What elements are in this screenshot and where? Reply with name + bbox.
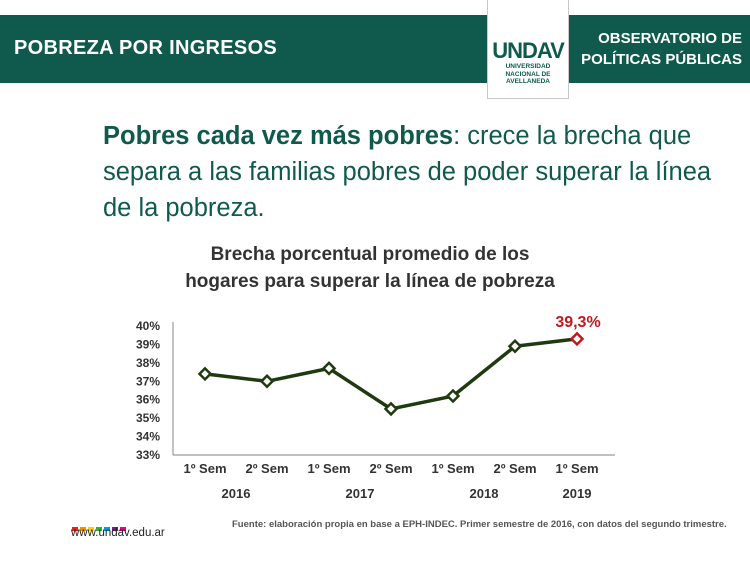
- x-tick-label: 2º Sem: [369, 461, 412, 476]
- section-title: POBREZA POR INGRESOS: [14, 37, 278, 59]
- x-tick-label: 1º Sem: [431, 461, 474, 476]
- observatory-line2: POLÍTICAS PÚBLICAS: [581, 51, 742, 68]
- logo-subtitle: UNIVERSIDAD NACIONAL DE AVELLANEDA: [488, 63, 568, 86]
- x-tick-label: 2º Sem: [245, 461, 288, 476]
- year-label: 2017: [346, 486, 375, 501]
- brand-dot: [72, 527, 78, 531]
- data-point: [383, 401, 399, 417]
- undav-logo: UNDAV UNIVERSIDAD NACIONAL DE AVELLANEDA: [487, 0, 569, 99]
- y-tick-label: 39%: [136, 337, 160, 351]
- brand-dot: [96, 527, 102, 531]
- logo-subtitle-line3: AVELLANEDA: [506, 78, 550, 85]
- x-tick-label: 1º Sem: [183, 461, 226, 476]
- y-tick-label: 36%: [136, 393, 160, 407]
- header-band: POBREZA POR INGRESOS OBSERVATORIO DE POL…: [0, 15, 750, 83]
- year-label: 2019: [563, 486, 592, 501]
- data-point: [445, 388, 461, 404]
- observatory-line1: OBSERVATORIO DE: [598, 30, 742, 47]
- data-point: [507, 339, 523, 354]
- logo-subtitle-line2: NACIONAL DE: [505, 70, 551, 78]
- chart-title-line2: hogares para superar la línea de pobreza: [185, 271, 555, 292]
- x-tick-label: 1º Sem: [307, 461, 350, 476]
- logo-wordmark: UNDAV: [492, 38, 565, 63]
- highlight-marker: [569, 331, 585, 347]
- chart-title-line1: Brecha porcentual promedio de los: [210, 244, 530, 265]
- data-point: [259, 374, 275, 389]
- highlight-value-label: 39,3%: [555, 314, 600, 331]
- y-tick-label: 33%: [136, 448, 160, 462]
- x-tick-label: 2º Sem: [493, 461, 536, 476]
- brand-color-dots: [72, 518, 128, 536]
- headline: Pobres cada vez más pobres: crece la bre…: [103, 118, 723, 226]
- brand-dot: [120, 527, 126, 531]
- source-note: Fuente: elaboración propia en base a EPH…: [232, 519, 727, 530]
- y-tick-label: 34%: [136, 430, 160, 444]
- year-label: 2018: [470, 486, 499, 501]
- y-tick-label: 40%: [136, 319, 160, 333]
- brand-dot: [112, 527, 118, 531]
- y-tick-label: 35%: [136, 411, 160, 425]
- year-label: 2016: [222, 486, 251, 501]
- data-point: [197, 366, 213, 382]
- x-tick-label: 1º Sem: [555, 461, 598, 476]
- observatory-label: OBSERVATORIO DE POLÍTICAS PÚBLICAS: [572, 28, 742, 70]
- series-line: [204, 337, 578, 411]
- brand-dot: [88, 527, 94, 531]
- data-point: [321, 361, 337, 376]
- y-tick-label: 38%: [136, 356, 160, 370]
- brand-dot: [80, 527, 86, 531]
- headline-bold: Pobres cada vez más pobres: [103, 122, 454, 150]
- headline-rest: : crece la brecha que separa a las famil…: [103, 122, 712, 222]
- y-tick-label: 37%: [136, 374, 160, 388]
- website-link[interactable]: www.undav.edu.ar: [71, 527, 165, 539]
- chart-title: Brecha porcentual promedio de los hogare…: [120, 241, 620, 295]
- logo-subtitle-line1: UNIVERSIDAD: [505, 63, 551, 70]
- brand-dot: [104, 527, 110, 531]
